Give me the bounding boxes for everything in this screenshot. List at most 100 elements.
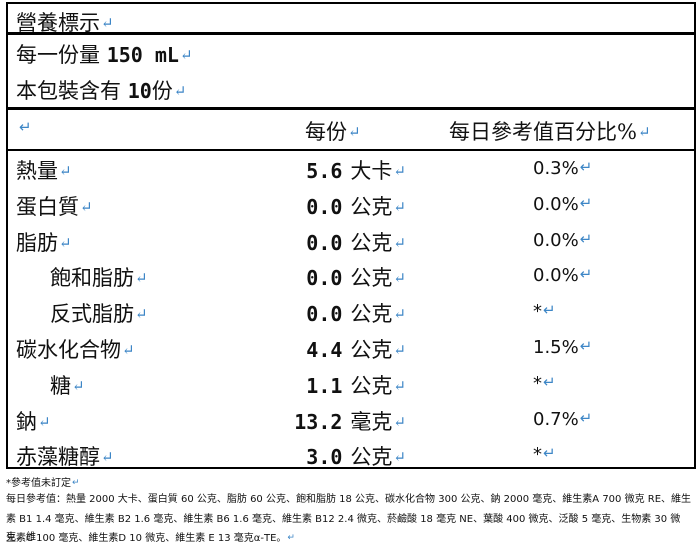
nutrient-name: 飽和脂肪↵	[50, 266, 148, 291]
return-mark-icon: ↵	[72, 376, 85, 395]
nutrient-unit: 公克	[350, 266, 393, 291]
nutrient-value: 1.1	[306, 373, 343, 398]
nutrient-unit: 公克	[350, 230, 393, 255]
return-mark-icon: ↵	[579, 193, 593, 212]
nutrient-daily-percent: 0.0%↵	[533, 265, 593, 287]
return-mark-icon: ↵	[122, 341, 135, 359]
footnote-daily-ref-line-2: 素 B1 1.4 毫克、維生素 B2 1.6 毫克、維生素 B6 1.6 毫克、…	[6, 514, 681, 543]
nutrient-amount: 5.6 大卡↵	[306, 155, 406, 185]
nutrient-daily-percent: *↵	[533, 301, 556, 323]
nutrient-daily-percent: 0.7%↵	[533, 408, 593, 430]
nutrient-amount: 3.0 公克↵	[306, 441, 406, 471]
return-mark-icon: ↵	[637, 123, 651, 141]
footnote-daily-ref-line-3: 生素C 100 毫克、維生素D 10 微克、維生素 E 13 毫克α-TE。↵	[6, 533, 295, 544]
return-mark-icon: ↵	[19, 118, 32, 136]
return-mark-icon: ↵	[579, 229, 593, 248]
return-mark-icon: ↵	[579, 408, 593, 427]
nutrient-unit: 公克	[350, 302, 393, 327]
servings-per-package-row: 本包裝含有 10份↵	[16, 79, 187, 103]
nutrient-row: 反式脂肪↵ 0.0 公克↵ *↵	[8, 295, 694, 331]
nutrient-unit: 公克	[350, 373, 393, 398]
nutrient-amount: 0.0 公克↵	[306, 298, 406, 328]
nutrient-daily-percent: 1.5%↵	[533, 337, 593, 358]
nutrient-amount: 1.1 公克↵	[306, 370, 406, 400]
return-mark-icon: ↵	[543, 444, 556, 463]
nutrient-amount: 13.2 毫克↵	[294, 406, 406, 436]
nutrient-name: 反式脂肪↵	[50, 302, 148, 327]
footnote-daily-ref-line-1: 每日參考值：熱量 2000 大卡、蛋白質 60 公克、脂肪 60 公克、飽和脂肪…	[6, 494, 692, 505]
nutrient-name: 糖↵	[50, 373, 85, 398]
return-mark-icon: ↵	[179, 46, 193, 64]
return-mark-icon: ↵	[393, 305, 406, 324]
return-mark-icon: ↵	[59, 162, 72, 180]
header-daily-percent: 每日參考值百分比%↵	[449, 120, 651, 144]
nutrient-daily-percent: 0.0%↵	[533, 193, 593, 215]
return-mark-icon: ↵	[135, 269, 148, 288]
nutrient-amount: 0.0 公克↵	[306, 227, 406, 257]
nutrient-unit: 公克	[350, 445, 393, 470]
return-mark-icon: ↵	[393, 341, 406, 359]
nutrient-value: 0.0	[306, 302, 343, 327]
nutrient-unit: 毫克	[350, 409, 393, 434]
nutrition-table: ↵ 每份↵ 每日參考值百分比%↵ 熱量↵ 5.6 大卡↵ 0.3%↵ 蛋白質↵ 0.0 公克…	[6, 108, 696, 469]
return-mark-icon: ↵	[579, 158, 593, 176]
nutrient-row: 碳水化合物↵ 4.4 公克↵ 1.5%↵	[8, 331, 694, 367]
return-mark-icon: ↵	[101, 14, 114, 32]
return-mark-icon: ↵	[579, 337, 593, 355]
label-title: 營養標示↵	[16, 11, 114, 35]
nutrient-amount: 4.4 公克↵	[306, 334, 406, 364]
return-mark-icon: ↵	[173, 82, 187, 100]
nutrient-unit: 公克	[350, 338, 393, 362]
nutrient-daily-percent: *↵	[533, 444, 556, 466]
nutrient-value: 3.0	[306, 445, 343, 470]
serving-size-value: 150 mL	[106, 43, 179, 67]
nutrient-value: 4.4	[306, 338, 343, 362]
nutrient-name: 熱量↵	[16, 159, 72, 183]
nutrient-unit: 公克	[350, 194, 393, 219]
return-mark-icon: ↵	[543, 301, 556, 320]
nutrient-name: 蛋白質↵	[16, 194, 93, 219]
return-mark-icon: ↵	[101, 448, 114, 467]
title-box: 營養標示↵	[6, 2, 696, 35]
return-mark-icon: ↵	[393, 376, 406, 395]
nutrient-value: 5.6	[306, 159, 343, 183]
return-mark-icon: ↵	[393, 197, 406, 216]
return-mark-icon: ↵	[393, 233, 406, 252]
nutrient-name: 脂肪↵	[16, 230, 72, 255]
serving-box: 每一份量 150 mL↵ 本包裝含有 10份↵	[6, 33, 696, 109]
return-mark-icon: ↵	[393, 448, 406, 467]
return-mark-icon: ↵	[38, 412, 51, 431]
nutrient-name: 鈉↵	[16, 409, 51, 434]
nutrient-amount: 0.0 公克↵	[306, 191, 406, 221]
return-mark-icon: ↵	[80, 197, 93, 216]
return-mark-icon: ↵	[579, 265, 593, 284]
return-mark-icon: ↵	[135, 305, 148, 324]
nutrient-row: 鈉↵ 13.2 毫克↵ 0.7%↵	[8, 403, 694, 439]
return-mark-icon: ↵	[543, 372, 556, 391]
nutrient-value: 0.0	[306, 230, 343, 255]
nutrient-row: 飽和脂肪↵ 0.0 公克↵ 0.0%↵	[8, 259, 694, 295]
nutrient-value: 0.0	[306, 266, 343, 291]
header-divider	[8, 149, 694, 151]
return-mark-icon: ↵	[393, 162, 406, 180]
return-mark-icon: ↵	[393, 412, 406, 431]
nutrient-row: 熱量↵ 5.6 大卡↵ 0.3%↵	[8, 152, 694, 188]
nutrient-unit: 大卡	[350, 159, 393, 183]
nutrient-row: 糖↵ 1.1 公克↵ *↵	[8, 367, 694, 403]
return-mark-icon: ↵	[72, 478, 80, 488]
return-mark-icon: ↵	[348, 123, 361, 141]
nutrient-value: 13.2	[294, 409, 343, 434]
nutrient-row: 脂肪↵ 0.0 公克↵ 0.0%↵	[8, 224, 694, 260]
return-mark-icon: ↵	[59, 233, 72, 252]
servings-count: 10	[127, 79, 152, 103]
header-per-serving: 每份↵	[305, 120, 361, 144]
nutrient-name: 碳水化合物↵	[16, 338, 135, 362]
nutrient-value: 0.0	[306, 194, 343, 219]
nutrient-row: 蛋白質↵ 0.0 公克↵ 0.0%↵	[8, 188, 694, 224]
return-mark-icon: ↵	[393, 269, 406, 288]
return-mark-icon: ↵	[287, 533, 295, 543]
footnote-undefined: *參考值未訂定↵	[6, 478, 80, 489]
nutrient-daily-percent: *↵	[533, 372, 556, 394]
nutrient-amount: 0.0 公克↵	[306, 262, 406, 292]
